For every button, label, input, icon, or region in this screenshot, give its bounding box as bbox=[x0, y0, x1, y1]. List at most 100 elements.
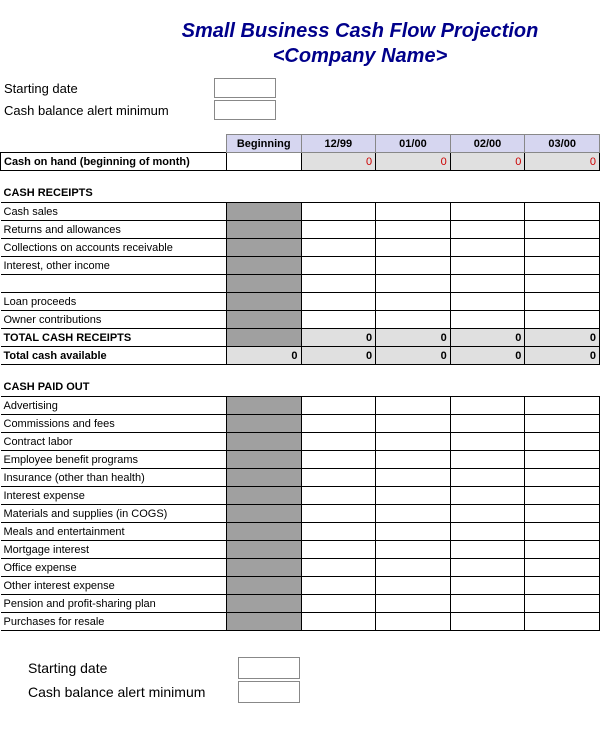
data-cell[interactable] bbox=[450, 311, 525, 329]
data-cell[interactable] bbox=[301, 487, 376, 505]
row-label: Commissions and fees bbox=[1, 415, 227, 433]
data-cell[interactable] bbox=[376, 613, 451, 631]
data-cell[interactable] bbox=[450, 613, 525, 631]
cash-on-hand-cell[interactable]: 0 bbox=[450, 153, 525, 171]
data-cell[interactable] bbox=[301, 505, 376, 523]
data-cell[interactable] bbox=[301, 221, 376, 239]
data-cell[interactable] bbox=[450, 203, 525, 221]
cash-on-hand-label: Cash on hand (beginning of month) bbox=[1, 153, 227, 171]
data-cell[interactable] bbox=[301, 541, 376, 559]
data-cell[interactable] bbox=[376, 433, 451, 451]
data-cell[interactable] bbox=[376, 397, 451, 415]
receipts-header-row: CASH RECEIPTS bbox=[1, 185, 600, 203]
data-cell[interactable] bbox=[376, 577, 451, 595]
data-cell[interactable] bbox=[376, 523, 451, 541]
table-row: Pension and profit-sharing plan bbox=[1, 595, 600, 613]
data-cell[interactable] bbox=[525, 577, 600, 595]
data-cell[interactable] bbox=[376, 415, 451, 433]
data-cell[interactable] bbox=[376, 595, 451, 613]
data-cell[interactable] bbox=[525, 275, 600, 293]
data-cell[interactable] bbox=[301, 203, 376, 221]
data-cell[interactable] bbox=[450, 559, 525, 577]
data-cell[interactable] bbox=[450, 221, 525, 239]
data-cell[interactable] bbox=[376, 451, 451, 469]
data-cell[interactable] bbox=[301, 397, 376, 415]
data-cell[interactable] bbox=[525, 415, 600, 433]
data-cell[interactable] bbox=[301, 577, 376, 595]
data-cell[interactable] bbox=[525, 203, 600, 221]
row-label: Cash sales bbox=[1, 203, 227, 221]
data-cell[interactable] bbox=[525, 469, 600, 487]
table-row: Commissions and fees bbox=[1, 415, 600, 433]
data-cell[interactable] bbox=[301, 293, 376, 311]
data-cell[interactable] bbox=[450, 293, 525, 311]
data-cell[interactable] bbox=[525, 239, 600, 257]
cash-on-hand-cell[interactable]: 0 bbox=[525, 153, 600, 171]
data-cell[interactable] bbox=[525, 433, 600, 451]
data-cell[interactable] bbox=[525, 505, 600, 523]
starting-date-input-bottom[interactable] bbox=[238, 657, 300, 679]
data-cell[interactable] bbox=[525, 293, 600, 311]
data-cell[interactable] bbox=[450, 469, 525, 487]
data-cell[interactable] bbox=[376, 469, 451, 487]
data-cell[interactable] bbox=[376, 311, 451, 329]
data-cell[interactable] bbox=[525, 559, 600, 577]
data-cell[interactable] bbox=[301, 275, 376, 293]
starting-date-input[interactable] bbox=[214, 78, 276, 98]
data-cell[interactable] bbox=[301, 311, 376, 329]
data-cell[interactable] bbox=[450, 433, 525, 451]
cash-on-hand-cell[interactable]: 0 bbox=[376, 153, 451, 171]
data-cell[interactable] bbox=[301, 415, 376, 433]
data-cell[interactable] bbox=[376, 487, 451, 505]
data-cell[interactable] bbox=[450, 595, 525, 613]
data-cell[interactable] bbox=[376, 505, 451, 523]
data-cell[interactable] bbox=[525, 311, 600, 329]
cash-on-hand-row: Cash on hand (beginning of month) 0 0 0 … bbox=[1, 153, 600, 171]
data-cell[interactable] bbox=[301, 257, 376, 275]
data-cell[interactable] bbox=[525, 541, 600, 559]
data-cell[interactable] bbox=[301, 451, 376, 469]
cash-balance-input-bottom[interactable] bbox=[238, 681, 300, 703]
data-cell[interactable] bbox=[450, 397, 525, 415]
data-cell[interactable] bbox=[525, 523, 600, 541]
total-cell: 0 bbox=[301, 347, 376, 365]
data-cell[interactable] bbox=[376, 221, 451, 239]
cash-balance-input[interactable] bbox=[214, 100, 276, 120]
row-label: Interest expense bbox=[1, 487, 227, 505]
data-cell[interactable] bbox=[450, 451, 525, 469]
data-cell[interactable] bbox=[301, 523, 376, 541]
data-cell[interactable] bbox=[450, 415, 525, 433]
data-cell[interactable] bbox=[450, 257, 525, 275]
data-cell[interactable] bbox=[450, 577, 525, 595]
data-cell[interactable] bbox=[301, 433, 376, 451]
data-cell[interactable] bbox=[376, 293, 451, 311]
data-cell[interactable] bbox=[450, 505, 525, 523]
data-cell[interactable] bbox=[525, 451, 600, 469]
data-cell[interactable] bbox=[376, 275, 451, 293]
data-cell[interactable] bbox=[301, 469, 376, 487]
data-cell[interactable] bbox=[525, 257, 600, 275]
data-cell[interactable] bbox=[376, 203, 451, 221]
data-cell[interactable] bbox=[301, 239, 376, 257]
data-cell[interactable] bbox=[301, 559, 376, 577]
data-cell[interactable] bbox=[450, 275, 525, 293]
data-cell[interactable] bbox=[450, 239, 525, 257]
cash-on-hand-cell[interactable] bbox=[226, 153, 301, 171]
data-cell[interactable] bbox=[450, 541, 525, 559]
data-cell[interactable] bbox=[376, 239, 451, 257]
data-cell[interactable] bbox=[376, 559, 451, 577]
data-cell[interactable] bbox=[301, 595, 376, 613]
starting-date-label: Starting date bbox=[4, 81, 214, 96]
data-cell[interactable] bbox=[525, 487, 600, 505]
data-cell[interactable] bbox=[376, 257, 451, 275]
data-cell[interactable] bbox=[450, 523, 525, 541]
data-cell[interactable] bbox=[450, 487, 525, 505]
data-cell[interactable] bbox=[525, 595, 600, 613]
total-cell: 0 bbox=[525, 347, 600, 365]
data-cell[interactable] bbox=[525, 221, 600, 239]
data-cell[interactable] bbox=[525, 613, 600, 631]
data-cell[interactable] bbox=[525, 397, 600, 415]
cash-on-hand-cell[interactable]: 0 bbox=[301, 153, 376, 171]
data-cell[interactable] bbox=[301, 613, 376, 631]
data-cell[interactable] bbox=[376, 541, 451, 559]
